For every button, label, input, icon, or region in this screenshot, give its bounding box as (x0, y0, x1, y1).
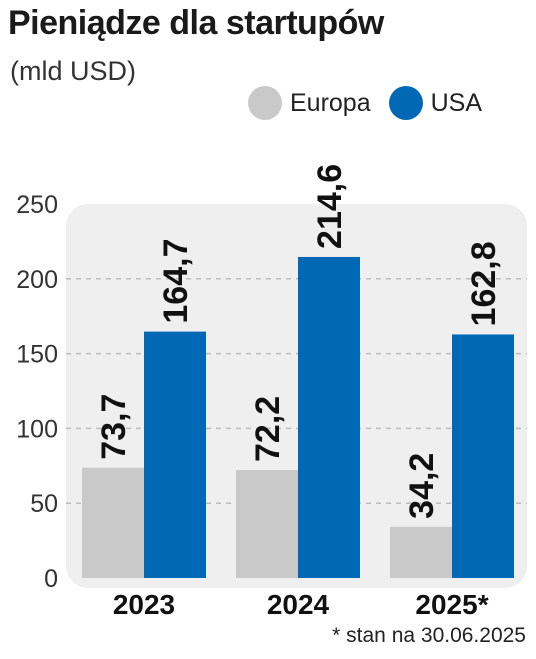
y-tick-label: 150 (16, 341, 58, 369)
bar-usa-2024 (298, 256, 360, 578)
data-label: 34,2 (403, 453, 441, 519)
y-tick-label: 250 (16, 191, 58, 219)
chart-title: Pieniądze dla startupów (8, 4, 384, 42)
y-tick-label: 200 (16, 266, 58, 294)
bar-usa-2023 (144, 331, 206, 578)
bar-europa-2024 (236, 469, 298, 578)
legend-item-usa: USA (388, 86, 483, 120)
legend-label-europa: Europa (290, 88, 371, 117)
y-tick-label: 0 (44, 565, 58, 593)
legend-swatch-europa (248, 86, 282, 120)
data-label: 164,7 (157, 239, 195, 324)
footnote: * stan na 30.06.2025 (332, 624, 526, 647)
x-category-label: 2024 (267, 589, 330, 620)
bar-usa-2025 (452, 334, 514, 578)
legend-swatch-usa (388, 86, 423, 120)
legend-item-europa: Europa (248, 86, 371, 120)
data-label: 214,6 (311, 164, 349, 249)
y-tick-label: 50 (30, 490, 58, 518)
x-category-label: 2025* (415, 589, 488, 620)
legend-label-usa: USA (430, 88, 483, 117)
bar-europa-2025 (390, 526, 452, 578)
data-label: 162,8 (465, 241, 503, 326)
bar-europa-2023 (82, 467, 144, 578)
x-category-label: 2023 (113, 589, 175, 620)
y-tick-label: 100 (16, 415, 58, 443)
data-label: 73,7 (95, 394, 133, 460)
data-label: 72,2 (249, 396, 287, 462)
chart-subtitle: (mld USD) (10, 56, 136, 86)
legend: Europa USA (248, 86, 500, 120)
